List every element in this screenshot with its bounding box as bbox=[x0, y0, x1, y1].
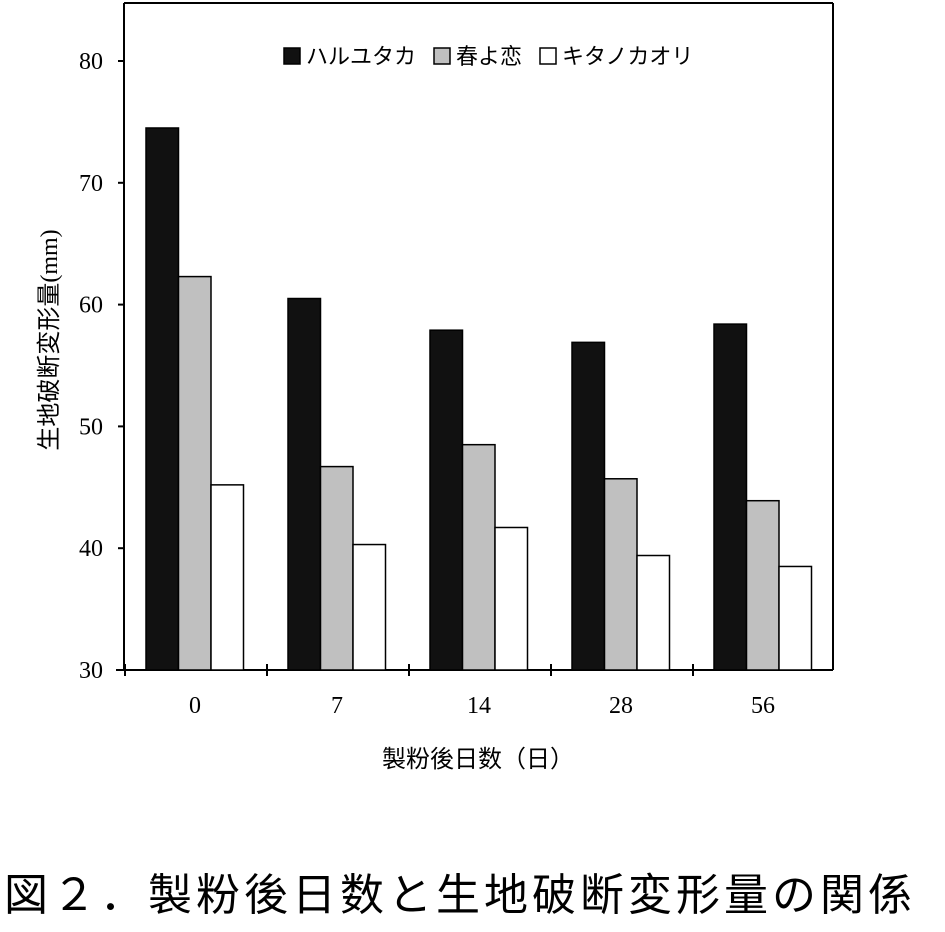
chart: 30 40 50 60 70 80 0 7 14 28 56 ハルユタカ 春よ恋 キタノカオリ 生地破… bbox=[36, 2, 834, 773]
legend-swatch bbox=[539, 47, 557, 65]
bar-series-1-cat-14 bbox=[429, 329, 464, 671]
figure-caption: 図２．製粉後日数と生地破断変形量の関係 bbox=[4, 870, 916, 921]
bar-series-2-cat-14 bbox=[461, 443, 496, 671]
x-tick-label: 14 bbox=[467, 693, 491, 719]
bar-series-3-cat-14 bbox=[494, 526, 529, 671]
bar-series-3-cat-7 bbox=[352, 543, 387, 671]
legend-label: 春よ恋 bbox=[456, 44, 522, 69]
y-axis-label: 生地破断変形量(mm) bbox=[36, 229, 63, 450]
bar-series-1-cat-0 bbox=[145, 127, 180, 671]
y-tick-label: 40 bbox=[79, 536, 103, 562]
y-tick-label: 60 bbox=[79, 293, 103, 319]
bar-series-1-cat-56 bbox=[713, 323, 748, 671]
x-axis-label: 製粉後日数（日） bbox=[382, 746, 574, 773]
legend-swatch bbox=[433, 47, 451, 65]
bar-series-3-cat-56 bbox=[778, 565, 813, 671]
y-tick-label: 30 bbox=[79, 658, 103, 684]
bar-series-2-cat-0 bbox=[177, 275, 212, 671]
bar-series-1-cat-28 bbox=[571, 341, 606, 671]
bar-series-2-cat-28 bbox=[603, 478, 638, 671]
y-tick-label: 80 bbox=[79, 49, 103, 75]
x-tick-label: 7 bbox=[331, 693, 343, 719]
y-tick-label: 70 bbox=[79, 171, 103, 197]
bar-series-2-cat-56 bbox=[745, 499, 780, 671]
bar-series-1-cat-7 bbox=[287, 297, 322, 671]
bar-series-3-cat-0 bbox=[210, 484, 245, 671]
bars bbox=[145, 127, 813, 671]
y-ticks: 30 40 50 60 70 80 bbox=[79, 49, 124, 684]
legend-swatch bbox=[283, 47, 301, 65]
legend-label: ハルユタカ bbox=[306, 44, 416, 69]
x-ticks: 0 7 14 28 56 bbox=[124, 664, 775, 719]
bar-series-3-cat-28 bbox=[636, 554, 671, 671]
legend: ハルユタカ 春よ恋 キタノカオリ bbox=[283, 44, 693, 69]
legend-label: キタノカオリ bbox=[562, 44, 693, 69]
y-tick-label: 50 bbox=[79, 414, 103, 440]
x-tick-label: 0 bbox=[189, 693, 201, 719]
x-tick-label: 28 bbox=[609, 693, 633, 719]
x-tick-label: 56 bbox=[751, 693, 775, 719]
bar-series-2-cat-7 bbox=[319, 465, 354, 671]
